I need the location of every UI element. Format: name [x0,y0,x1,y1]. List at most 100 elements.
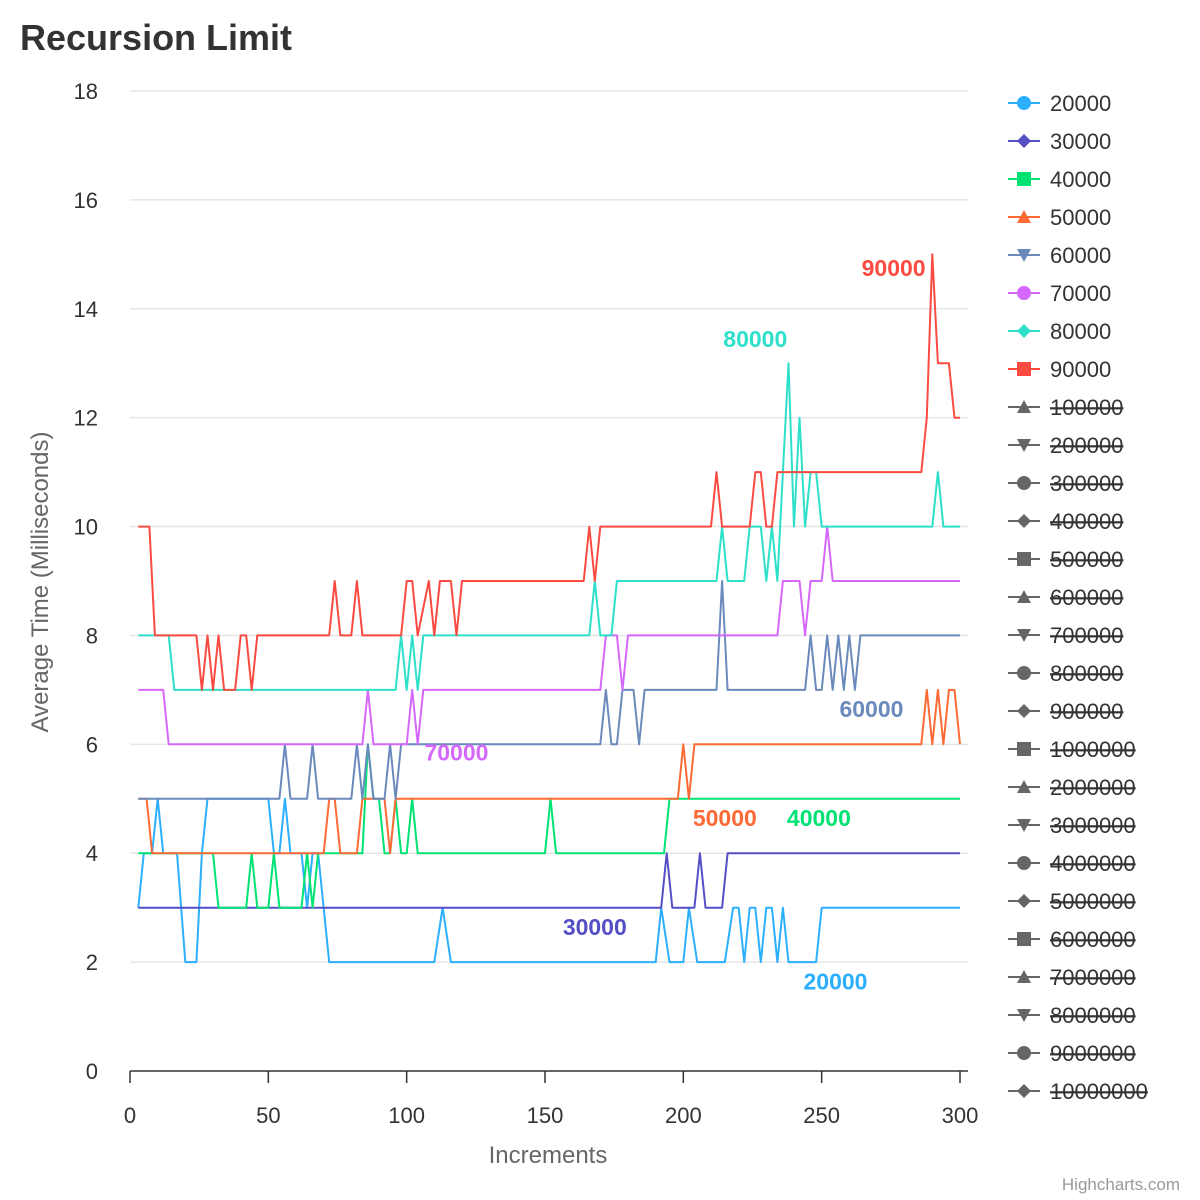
credits-link[interactable]: Highcharts.com [1062,1175,1180,1194]
y-tick-label: 18 [74,79,98,104]
legend-item-30000[interactable]: 30000 [1008,129,1111,154]
legend-label: 9000000 [1050,1041,1136,1066]
legend-item-70000[interactable]: 70000 [1008,281,1111,306]
legend-label: 20000 [1050,91,1111,116]
legend-label: 100000 [1050,395,1123,420]
legend-marker-triangle-down [1017,629,1031,642]
legend-item-80000[interactable]: 80000 [1008,319,1111,344]
y-axis-title: Average Time (Milliseconds) [27,432,54,733]
legend-marker-circle [1017,96,1031,110]
legend: 20000 30000 40000 50000 60000 70000 80000 90000… [1008,91,1148,1104]
series-line-60000[interactable] [138,580,960,800]
legend-label: 300000 [1050,471,1123,496]
y-tick-label: 4 [86,841,98,866]
x-tick-label: 0 [124,1103,136,1128]
legend-label: 40000 [1050,167,1111,192]
legend-label: 10000000 [1050,1079,1148,1104]
legend-marker-square [1017,742,1031,756]
legend-item-400000[interactable]: 400000 [1008,509,1123,534]
legend-item-20000[interactable]: 20000 [1008,91,1111,116]
legend-item-600000[interactable]: 600000 [1008,585,1123,610]
series-label-60000: 60000 [839,696,903,722]
legend-label: 8000000 [1050,1003,1136,1028]
legend-label: 7000000 [1050,965,1136,990]
legend-item-2000000[interactable]: 2000000 [1008,775,1136,800]
legend-label: 60000 [1050,243,1111,268]
legend-marker-triangle-down [1017,249,1031,262]
x-tick-label: 250 [803,1103,840,1128]
y-tick-label: 12 [74,406,98,431]
legend-label: 2000000 [1050,775,1136,800]
plot-area [137,253,961,964]
y-axis: 0 2 4 6 8 10 12 14 16 18 [74,79,98,1084]
y-tick-label: 10 [74,515,98,540]
legend-label: 5000000 [1050,889,1136,914]
x-tick-label: 200 [665,1103,702,1128]
legend-marker-triangle [1017,780,1031,793]
legend-item-200000[interactable]: 200000 [1008,433,1123,458]
legend-item-100000[interactable]: 100000 [1008,395,1123,420]
legend-label: 500000 [1050,547,1123,572]
legend-label: 900000 [1050,699,1123,724]
y-tick-label: 8 [86,623,98,648]
legend-item-8000000[interactable]: 8000000 [1008,1003,1136,1028]
y-tick-label: 14 [74,297,98,322]
legend-item-4000000[interactable]: 4000000 [1008,851,1136,876]
legend-marker-square [1017,552,1031,566]
series-label-90000: 90000 [862,255,926,281]
legend-item-6000000[interactable]: 6000000 [1008,927,1136,952]
x-axis: 0 50 100 150 200 250 300 [124,1070,979,1128]
legend-item-7000000[interactable]: 7000000 [1008,965,1136,990]
legend-marker-triangle [1017,400,1031,413]
legend-item-90000[interactable]: 90000 [1008,357,1111,382]
x-tick-label: 100 [388,1103,425,1128]
x-tick-label: 300 [942,1103,979,1128]
legend-label: 30000 [1050,129,1111,154]
legend-item-500000[interactable]: 500000 [1008,547,1123,572]
legend-marker-triangle-down [1017,1009,1031,1022]
legend-marker-circle [1017,476,1031,490]
legend-marker-diamond [1017,324,1031,338]
legend-label: 3000000 [1050,813,1136,838]
y-tick-label: 6 [86,732,98,757]
series-label-70000: 70000 [424,740,488,766]
legend-marker-square [1017,362,1031,376]
legend-marker-triangle-down [1017,819,1031,832]
x-tick-label: 50 [256,1103,280,1128]
legend-label: 600000 [1050,585,1123,610]
series-label-20000: 20000 [804,968,868,994]
legend-item-700000[interactable]: 700000 [1008,623,1123,648]
legend-label: 70000 [1050,281,1111,306]
legend-marker-triangle [1017,590,1031,603]
legend-marker-diamond [1017,1084,1031,1098]
legend-marker-circle [1017,856,1031,870]
legend-label: 4000000 [1050,851,1136,876]
series-line-30000[interactable] [138,852,960,909]
legend-item-9000000[interactable]: 9000000 [1008,1041,1136,1066]
legend-label: 1000000 [1050,737,1136,762]
legend-item-5000000[interactable]: 5000000 [1008,889,1136,914]
legend-marker-diamond [1017,704,1031,718]
legend-marker-diamond [1017,134,1031,148]
legend-item-40000[interactable]: 40000 [1008,167,1111,192]
legend-label: 6000000 [1050,927,1136,952]
legend-item-50000[interactable]: 50000 [1008,205,1111,230]
legend-label: 50000 [1050,205,1111,230]
legend-item-1000000[interactable]: 1000000 [1008,737,1136,762]
series-label-50000: 50000 [693,805,757,831]
legend-marker-triangle [1017,210,1031,223]
legend-item-10000000[interactable]: 10000000 [1008,1079,1148,1104]
series-line-90000[interactable] [138,253,960,691]
legend-marker-circle [1017,666,1031,680]
series-label-30000: 30000 [563,914,627,940]
legend-item-900000[interactable]: 900000 [1008,699,1123,724]
legend-item-800000[interactable]: 800000 [1008,661,1123,686]
legend-marker-triangle [1017,970,1031,983]
y-tick-label: 16 [74,188,98,213]
legend-item-3000000[interactable]: 3000000 [1008,813,1136,838]
series-label-40000: 40000 [787,805,851,831]
legend-item-60000[interactable]: 60000 [1008,243,1111,268]
x-tick-label: 150 [527,1103,564,1128]
legend-item-300000[interactable]: 300000 [1008,471,1123,496]
